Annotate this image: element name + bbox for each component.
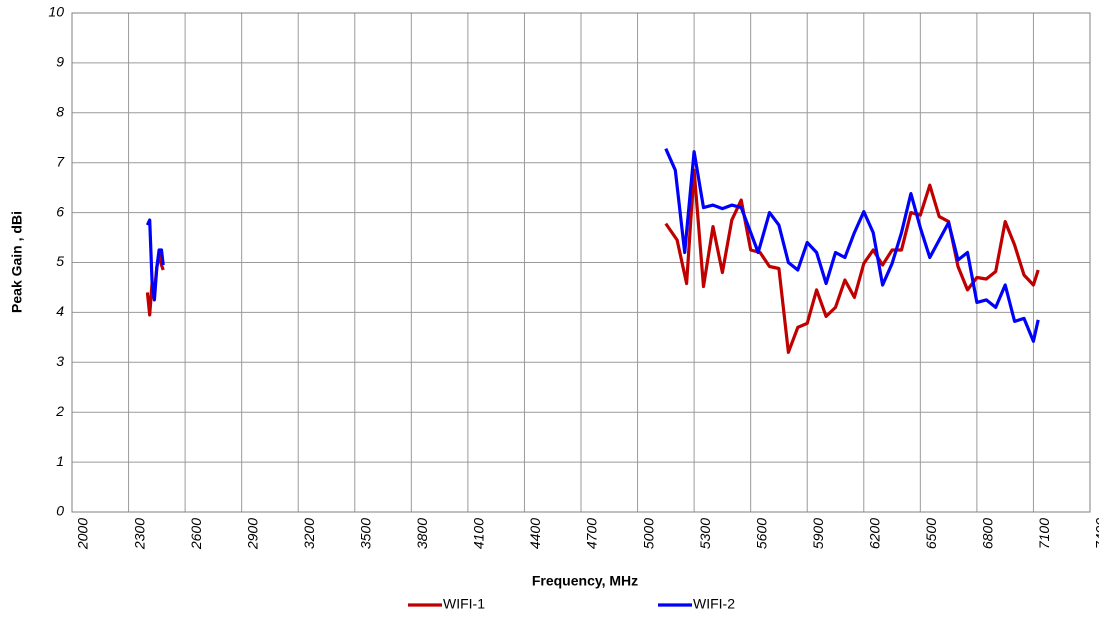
x-tick-label: 4400 [527, 518, 543, 549]
x-tick-label: 2300 [131, 518, 147, 550]
y-tick-label: 10 [48, 4, 64, 20]
x-tick-label: 2000 [75, 518, 91, 550]
y-tick-label: 2 [55, 403, 64, 419]
x-tick-label: 5600 [753, 518, 769, 549]
y-tick-label: 5 [56, 253, 64, 269]
legend-label: WIFI-2 [693, 596, 735, 612]
x-tick-label: 4100 [471, 518, 487, 549]
x-tick-label: 3800 [414, 518, 430, 549]
y-tick-label: 6 [56, 203, 64, 219]
x-tick-label: 6200 [866, 518, 882, 549]
x-axis-title: Frequency, MHz [532, 573, 638, 589]
y-tick-label: 3 [56, 353, 64, 369]
x-tick-label: 3500 [357, 518, 373, 549]
x-tick-label: 2900 [244, 518, 260, 550]
y-tick-label: 9 [56, 54, 64, 70]
x-tick-label: 3200 [301, 518, 317, 549]
y-tick-label: 1 [56, 453, 64, 469]
x-tick-label: 2600 [188, 518, 204, 550]
data-line [145, 168, 1040, 354]
x-tick-label: 6500 [923, 518, 939, 549]
x-tick-label: 5000 [640, 518, 656, 549]
y-tick-label: 7 [56, 153, 65, 169]
x-tick-label: 7100 [1036, 518, 1052, 549]
x-tick-label: 6800 [980, 518, 996, 549]
plot-border [71, 12, 1091, 513]
y-tick-label: 0 [56, 503, 64, 519]
x-tick-label: 5300 [697, 518, 713, 549]
x-tick-label: 5900 [810, 518, 826, 549]
y-axis-title: Peak Gain , dBi [9, 211, 25, 313]
data-line [145, 148, 1040, 343]
x-tick-label: 4700 [584, 518, 600, 549]
y-tick-label: 4 [56, 303, 64, 319]
y-tick-label: 8 [56, 104, 64, 120]
legend-label: WIFI-1 [443, 596, 485, 612]
x-tick-label: 7400 [1093, 518, 1099, 549]
